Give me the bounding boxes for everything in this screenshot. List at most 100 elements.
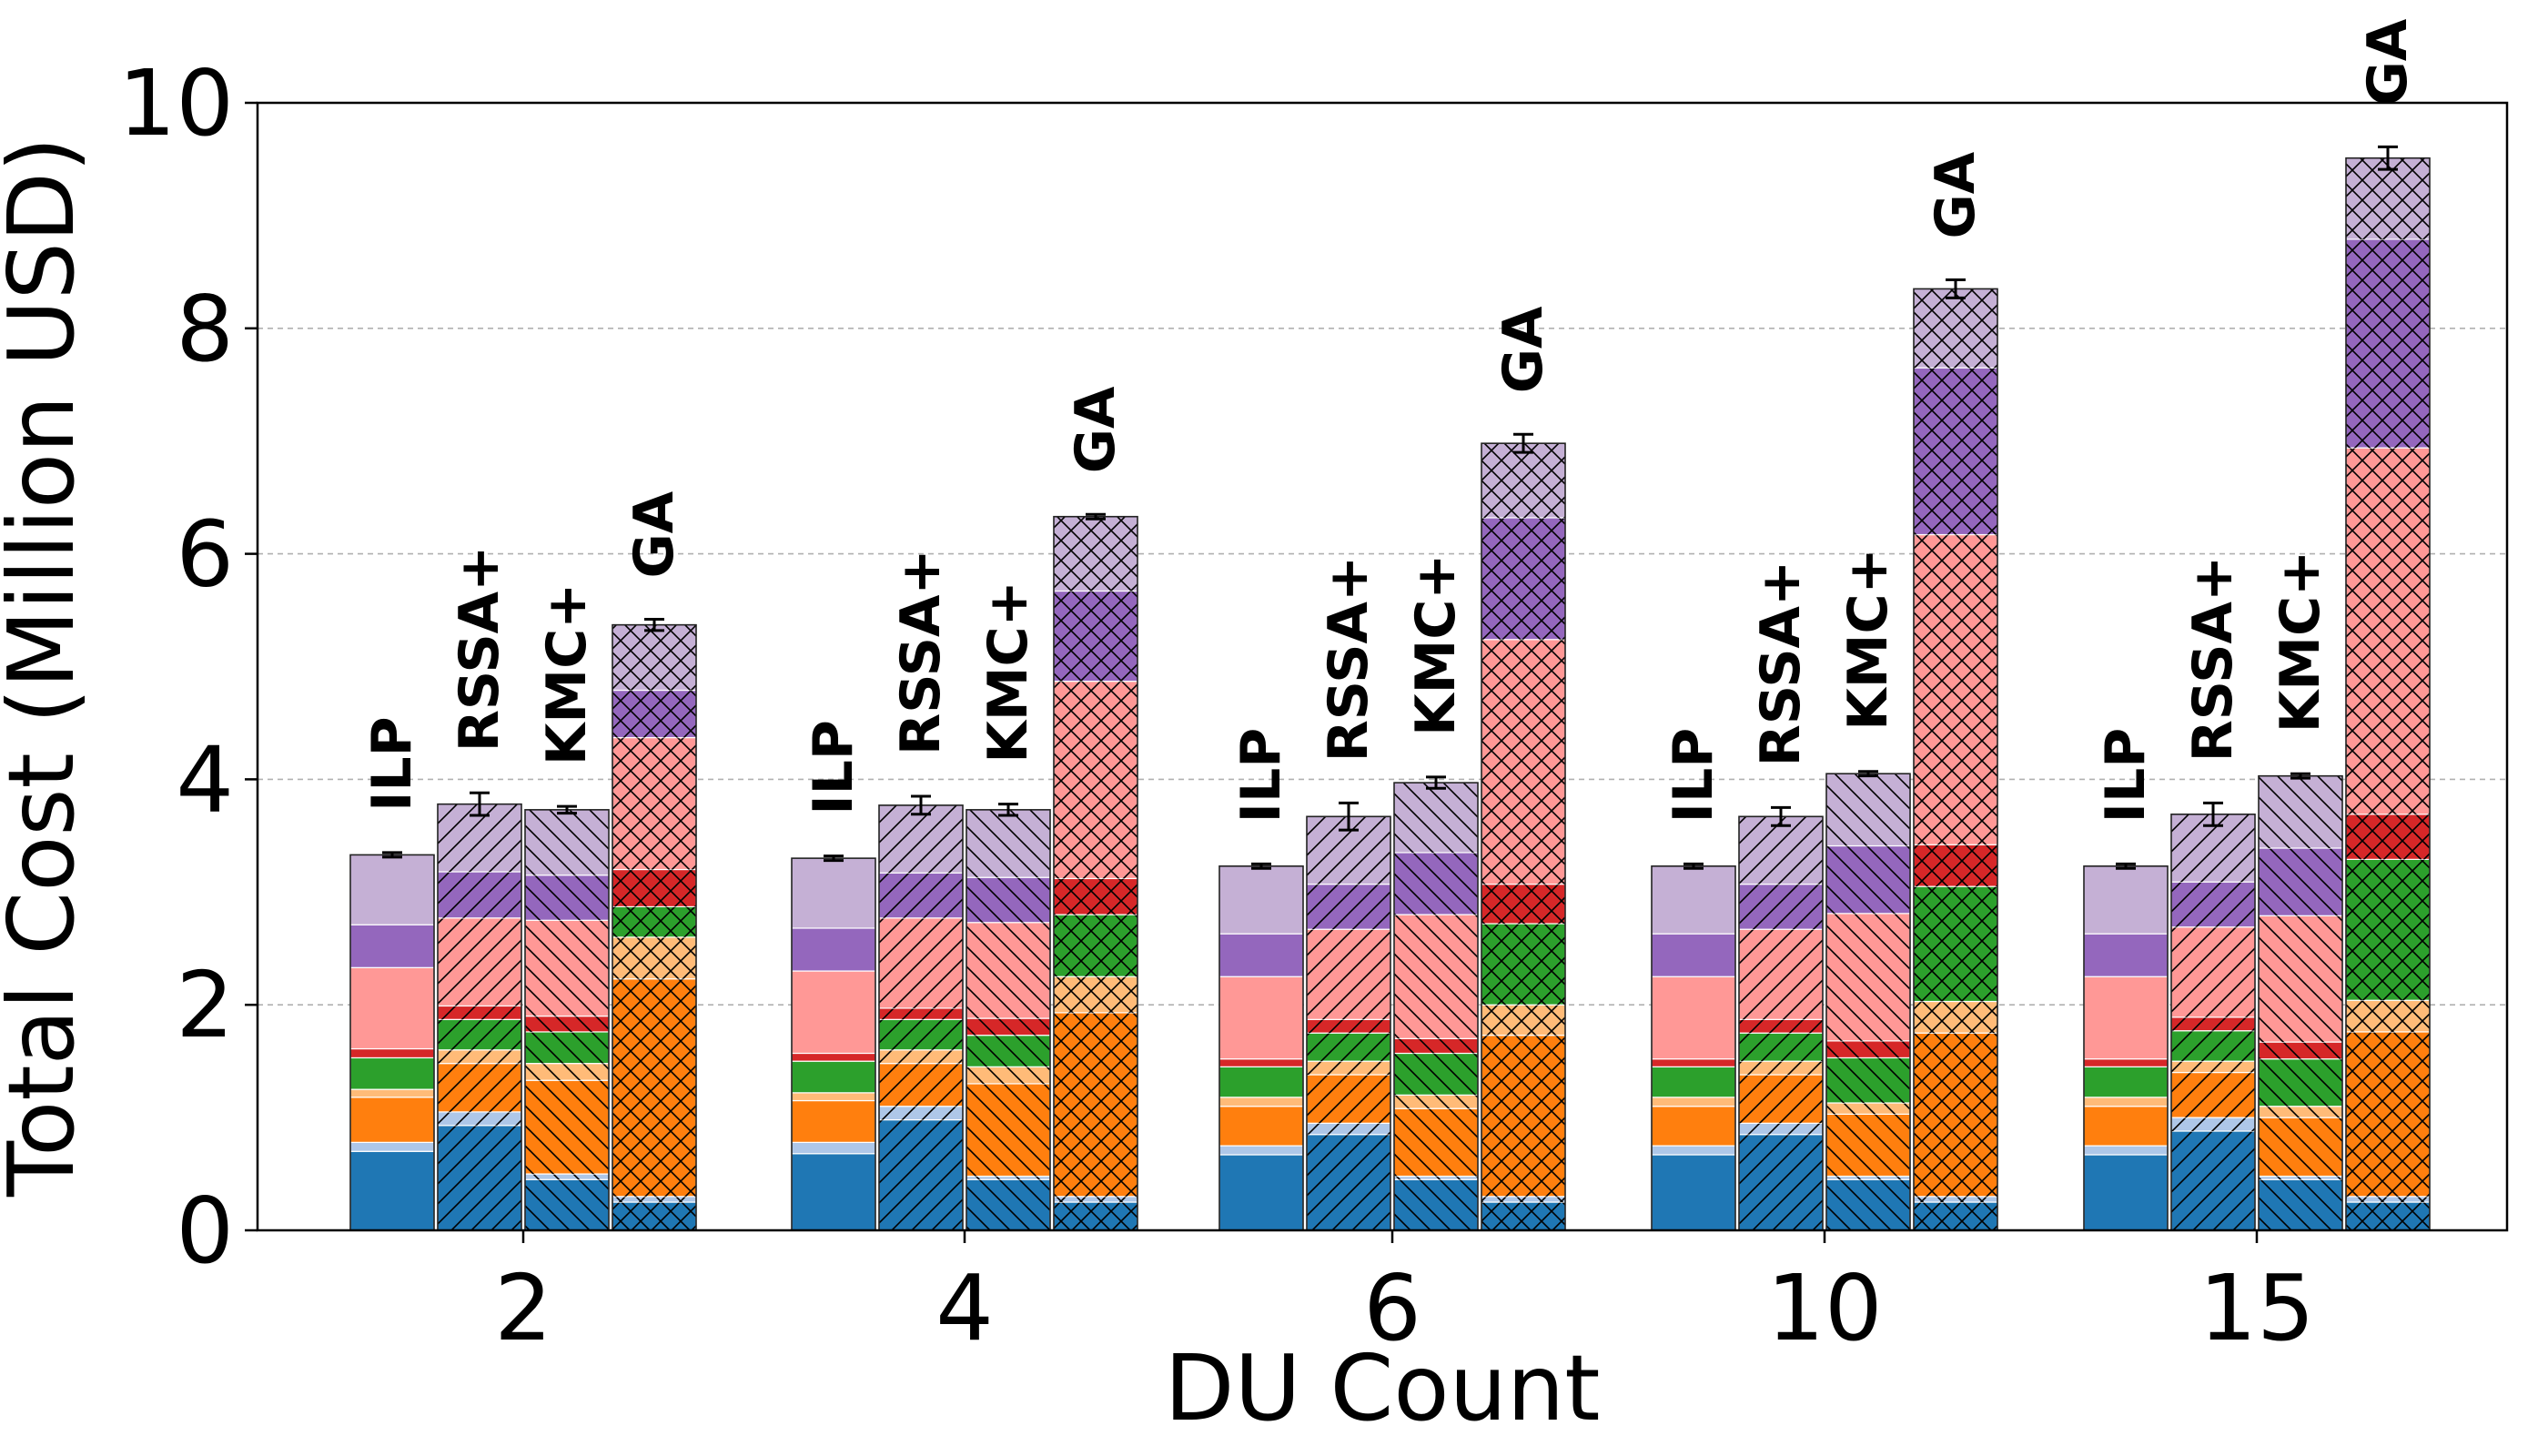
y-tick-label: 2	[176, 952, 234, 1058]
bar-segment-6-kmcplus-7-hatch	[1394, 852, 1478, 915]
method-label-ilp: ILP	[802, 720, 865, 815]
bar-segment-15-rssaplus-7-hatch	[2171, 882, 2255, 927]
bar-segment-15-ga-5-hatch	[2346, 814, 2430, 860]
method-label-ilp: ILP	[1662, 728, 1725, 824]
bar-segment-15-rssaplus-3-hatch	[2171, 1061, 2255, 1073]
bar-segment-4-ga-3-hatch	[1054, 976, 1138, 1013]
bar-segment-10-rssaplus-4-hatch	[1739, 1033, 1823, 1062]
bar-segment-10-rssaplus-7-hatch	[1739, 884, 1823, 930]
bar-segment-10-rssaplus-5-hatch	[1739, 1019, 1823, 1034]
bar-segment-10-ga-3-hatch	[1914, 1001, 1997, 1034]
bar-segment-2-kmcplus-6-hatch	[525, 920, 609, 1016]
bar-segment-10-rssaplus-6-hatch	[1739, 929, 1823, 1020]
method-label-ilp: ILP	[360, 716, 424, 812]
bar-segment-10-kmcplus-5-hatch	[1826, 1040, 1910, 1058]
method-label-ga: GA	[1064, 386, 1127, 473]
bar-segment-15-rssaplus-2-hatch	[2171, 1072, 2255, 1118]
bar-segment-15-ga-2-hatch	[2346, 1031, 2430, 1197]
bar-segment-15-ilp-1	[2083, 1145, 2169, 1156]
bar-segment-10-ga-2-hatch	[1914, 1033, 1997, 1197]
bar-segment-4-rssaplus-2-hatch	[879, 1063, 963, 1107]
bar-segment-4-rssaplus-1-hatch	[879, 1106, 963, 1120]
bar-segment-15-rssaplus-0-hatch	[2171, 1130, 2255, 1230]
y-axis: 0 2 4 6 8 10	[118, 50, 258, 1284]
bar-segment-2-ilp-4	[349, 1057, 435, 1090]
bar-segment-6-rssaplus-4-hatch	[1307, 1033, 1390, 1062]
bar-segment-15-kmcplus-5-hatch	[2259, 1042, 2342, 1059]
bar-segment-4-ga-6-hatch	[1054, 681, 1138, 879]
bar-segment-4-rssaplus-6-hatch	[879, 917, 963, 1008]
method-label-rssaplus: RSSA+	[448, 546, 511, 753]
bar-segment-10-ga-8-hatch	[1914, 288, 1997, 369]
method-label-ga: GA	[1924, 151, 1987, 238]
bar-segment-4-ga-7-hatch	[1054, 591, 1138, 682]
bar-segment-2-ilp-6	[349, 966, 435, 1050]
bar-segment-2-rssaplus-1-hatch	[438, 1111, 521, 1126]
bar-segment-10-ilp-1	[1651, 1145, 1736, 1156]
bar-segment-4-rssaplus-7-hatch	[879, 873, 963, 918]
bar-segment-10-kmcplus-4-hatch	[1826, 1057, 1910, 1103]
bar-segment-2-kmcplus-1-hatch	[525, 1174, 609, 1180]
bar-segment-6-rssaplus-5-hatch	[1307, 1019, 1390, 1034]
bar-segment-2-ga-5-hatch	[612, 869, 696, 907]
bar-segment-6-ga-1-hatch	[1481, 1196, 1565, 1203]
bar-segment-15-ga-3-hatch	[2346, 1000, 2430, 1032]
bar-segment-2-ilp-2	[349, 1097, 435, 1143]
bar-segment-10-rssaplus-8-hatch	[1739, 816, 1823, 885]
bar-segment-4-ilp-3	[791, 1092, 876, 1102]
x-tick-label: 4	[935, 1255, 994, 1361]
bar-segment-4-rssaplus-4-hatch	[879, 1019, 963, 1050]
bar-segment-6-ga-0-hatch	[1481, 1202, 1565, 1230]
bar-segment-2-kmcplus-5-hatch	[525, 1016, 609, 1032]
x-tick-label: 15	[2199, 1255, 2314, 1361]
bar-segment-10-ilp-4	[1651, 1066, 1736, 1098]
bar-segment-10-ilp-3	[1651, 1097, 1736, 1107]
bar-segment-6-kmcplus-4-hatch	[1394, 1053, 1478, 1096]
method-label-ga: GA	[622, 490, 686, 578]
bar-segment-6-ilp-2	[1218, 1106, 1304, 1147]
bar-segment-15-kmcplus-4-hatch	[2259, 1058, 2342, 1107]
bar-segment-4-ilp-2	[791, 1099, 876, 1143]
bar-segment-15-kmcplus-1-hatch	[2259, 1176, 2342, 1180]
bar-segment-6-ga-4-hatch	[1481, 923, 1565, 1006]
bar-segment-6-ga-6-hatch	[1481, 639, 1565, 885]
bar-segment-2-ga-4-hatch	[612, 906, 696, 937]
bar-segment-2-ilp-8	[349, 854, 435, 925]
bar-segment-2-kmcplus-4-hatch	[525, 1031, 609, 1064]
bar-segment-6-ilp-5	[1218, 1058, 1304, 1067]
bar-segment-4-kmcplus-5-hatch	[966, 1018, 1050, 1036]
bar-segment-6-ga-3-hatch	[1481, 1005, 1565, 1036]
method-label-ilp: ILP	[1229, 728, 1293, 824]
bar-segment-15-ilp-2	[2083, 1106, 2169, 1147]
bar-segment-15-ga-7-hatch	[2346, 238, 2430, 449]
bar-segment-10-ga-5-hatch	[1914, 844, 1997, 887]
bar-segment-4-ilp-1	[791, 1141, 876, 1155]
bar-segment-4-kmcplus-4-hatch	[966, 1035, 1050, 1067]
x-tick-label: 2	[494, 1255, 552, 1361]
method-label-kmcplus: KMC+	[2269, 551, 2332, 733]
bar-segment-4-kmcplus-1-hatch	[966, 1176, 1050, 1180]
bar-segment-6-kmcplus-8-hatch	[1394, 783, 1478, 853]
bar-segment-2-rssaplus-4-hatch	[438, 1019, 521, 1050]
bar-segment-2-ga-0-hatch	[612, 1202, 696, 1230]
method-label-rssaplus: RSSA+	[889, 549, 953, 755]
bar-segment-2-ga-2-hatch	[612, 978, 696, 1197]
bar-segment-10-kmcplus-6-hatch	[1826, 913, 1910, 1041]
bar-segment-15-kmcplus-7-hatch	[2259, 847, 2342, 916]
bar-segment-4-ga-1-hatch	[1054, 1196, 1138, 1203]
bar-segment-15-ga-1-hatch	[2346, 1196, 2430, 1203]
bar-segment-4-ilp-0	[791, 1153, 876, 1231]
method-label-rssaplus: RSSA+	[1749, 561, 1813, 767]
bar-segment-10-ga-7-hatch	[1914, 368, 1997, 535]
bar-segment-15-ilp-6	[2083, 976, 2169, 1060]
bar-segment-15-rssaplus-6-hatch	[2171, 926, 2255, 1017]
method-label-rssaplus: RSSA+	[2181, 556, 2245, 763]
bar-segment-10-kmcplus-8-hatch	[1826, 774, 1910, 846]
bar-segment-4-ga-2-hatch	[1054, 1012, 1138, 1197]
method-labels: ILP RSSA+ KMC+ GA ILP RSSA+ KMC+ GA ILP RSSA+ KMC+…	[360, 18, 2420, 823]
method-label-kmcplus: KMC+	[976, 581, 1040, 763]
bar-segment-10-rssaplus-2-hatch	[1739, 1075, 1823, 1124]
bar-segment-4-rssaplus-0-hatch	[879, 1119, 963, 1230]
bar-segment-2-ilp-1	[349, 1141, 435, 1152]
